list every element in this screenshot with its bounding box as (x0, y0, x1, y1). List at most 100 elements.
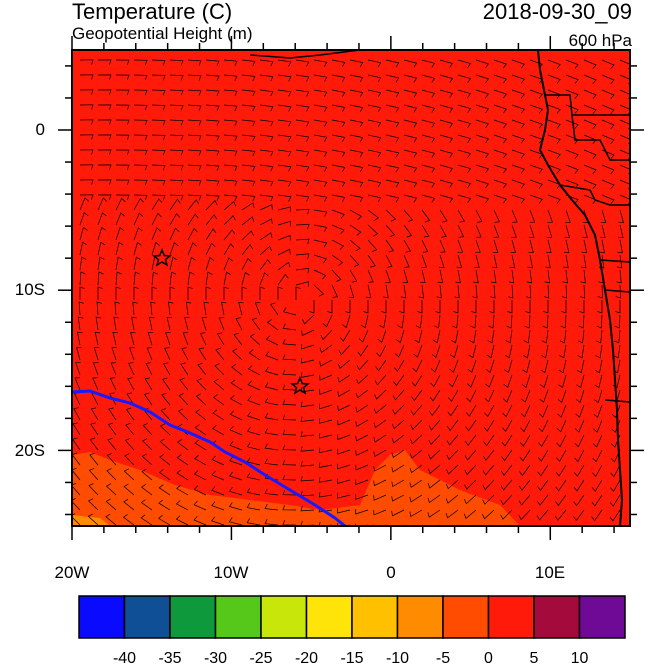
lon-label-0: 0 (386, 563, 396, 582)
wind-barb (421, 134, 436, 143)
wind-barb (79, 89, 94, 95)
wind-barb (247, 365, 261, 376)
wind-barb (133, 119, 148, 126)
wind-barb (77, 316, 84, 331)
wind-barb (391, 419, 405, 430)
wind-barb (205, 89, 220, 96)
wind-barb (427, 479, 441, 489)
wind-barb (295, 89, 310, 97)
wind-barb (543, 300, 549, 314)
wind-barb (319, 344, 333, 354)
wind-barb (228, 502, 243, 511)
wind-barb (89, 452, 99, 466)
wind-barb (259, 149, 274, 157)
wind-barb (337, 449, 351, 455)
wind-barb (79, 286, 85, 300)
wind-barb (365, 284, 372, 299)
wind-barb (123, 468, 135, 481)
wind-barb (241, 74, 256, 82)
wind-barb (264, 413, 279, 421)
wind-barb (295, 179, 310, 187)
wind-barb (547, 59, 561, 69)
wind-barb (582, 224, 588, 238)
wind-barb (187, 199, 200, 211)
wind-barb (205, 179, 220, 186)
wind-barb (313, 74, 328, 82)
wind-barb (525, 284, 532, 299)
wind-barb (493, 179, 507, 189)
wind-barb (106, 468, 117, 481)
wind-barb (187, 89, 202, 96)
wind-barb (159, 453, 171, 466)
wind-barb (482, 464, 495, 476)
wind-barb (451, 329, 459, 344)
wind-barb (367, 74, 382, 83)
wind-barb (79, 149, 94, 155)
wind-barb (519, 449, 531, 462)
wind-barb (385, 74, 400, 83)
wind-barb (97, 104, 112, 110)
wind-barb (180, 362, 189, 376)
wind-barb (187, 194, 202, 201)
colorbar-label: -15 (340, 650, 364, 667)
wind-barb (493, 119, 507, 129)
wind-barb (601, 119, 615, 130)
wind-barb (525, 300, 531, 314)
wind-barb (259, 104, 274, 112)
wind-barb (187, 59, 202, 66)
wind-barb (349, 224, 362, 236)
wind-barb (529, 194, 543, 204)
wind-barb (565, 59, 579, 69)
wind-barb (439, 194, 454, 203)
wind-barb (277, 248, 291, 256)
wind-barb (373, 434, 387, 443)
colorbar (78, 595, 626, 639)
wind-barb (187, 256, 196, 271)
wind-barb (528, 239, 534, 253)
wind-barb (144, 377, 153, 391)
wind-barb (457, 134, 472, 143)
wind-barb (282, 399, 297, 406)
wind-barb (528, 224, 535, 238)
wind-barb (169, 119, 184, 126)
wind-barb (97, 286, 103, 300)
wind-barb (592, 449, 603, 463)
wind-barb (601, 194, 615, 205)
wind-barb (235, 317, 243, 331)
wind-barb (97, 271, 104, 286)
wind-barb (539, 374, 549, 388)
wind-barb (115, 212, 125, 226)
wind-barb (115, 197, 126, 211)
wind-barb (609, 494, 621, 507)
wind-barb (547, 164, 561, 174)
wind-barb (295, 149, 310, 157)
wind-barb (282, 414, 297, 421)
wind-barb (417, 300, 423, 314)
wind-barb (547, 149, 561, 159)
wind-barb (115, 74, 130, 80)
wind-barb (546, 224, 553, 238)
wind-barb (610, 464, 621, 478)
wind-barb (511, 224, 517, 238)
wind-barb (475, 239, 481, 253)
wind-barb (355, 419, 369, 427)
wind-barb (565, 89, 579, 99)
wind-barb (403, 134, 418, 143)
wind-barb (355, 404, 369, 413)
wind-barb (367, 164, 382, 173)
wind-barb (151, 179, 166, 186)
wind-barb (87, 513, 99, 526)
wind-barb (230, 379, 243, 391)
colorbar-swatch (396, 595, 444, 639)
wind-barb (140, 514, 153, 526)
wind-barb (254, 302, 261, 316)
wind-barb (520, 419, 531, 433)
wind-barb (277, 261, 291, 271)
wind-barb (376, 344, 387, 358)
wind-barb (432, 329, 441, 344)
wind-barb (211, 486, 225, 496)
wind-barb (229, 471, 243, 481)
wind-barb (223, 134, 238, 141)
wind-barb (319, 374, 333, 381)
wind-barb (337, 404, 351, 412)
